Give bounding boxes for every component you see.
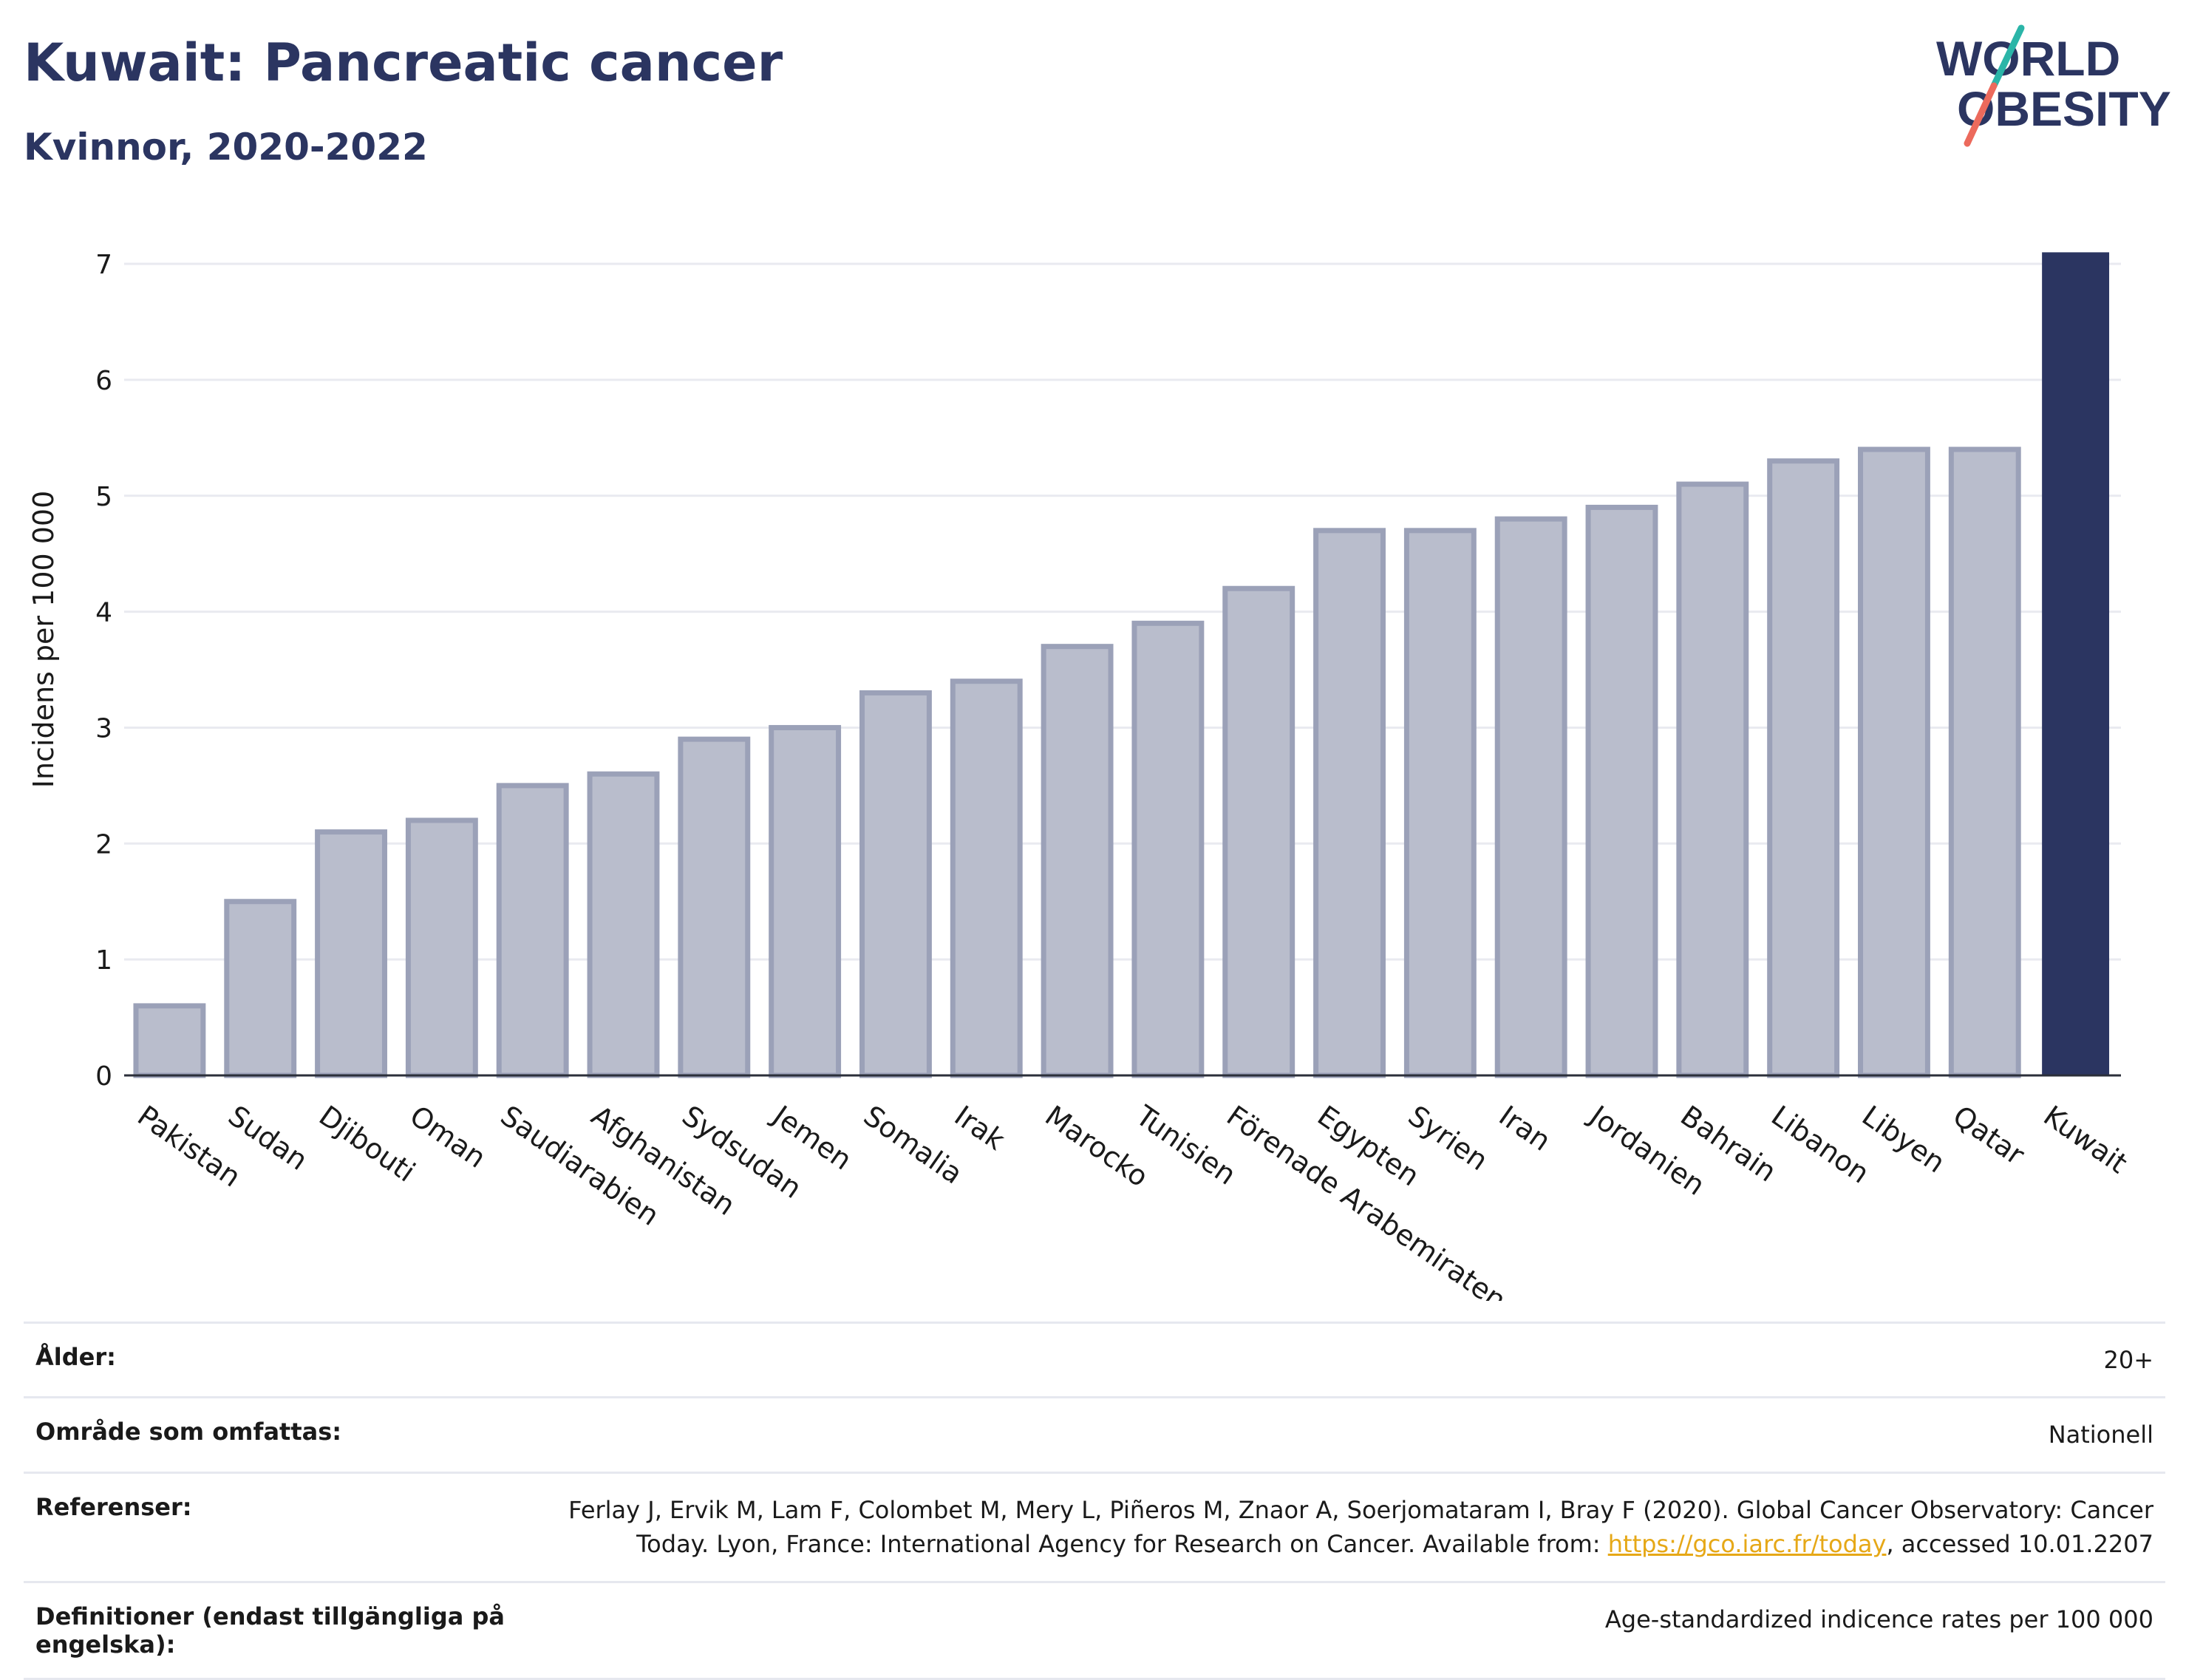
- x-tick-label: Irak: [949, 1099, 1011, 1156]
- x-tick-label: Somalia: [858, 1099, 969, 1190]
- bar-layer: [133, 252, 2110, 1078]
- bar-qatar: [1948, 446, 2021, 1078]
- reference-text: Ferlay J, Ervik M, Lam F, Colombet M, Me…: [568, 1495, 2153, 1559]
- logo-slash-teal: [1990, 24, 2025, 89]
- meta-value: Nationell: [520, 1396, 2165, 1473]
- x-tick-label: Qatar: [1947, 1099, 2031, 1171]
- meta-row-definitions: Definitioner (endast tillgängliga på eng…: [24, 1580, 2165, 1680]
- x-tick-label: Iran: [1493, 1099, 1556, 1157]
- meta-label: Referenser:: [24, 1471, 520, 1582]
- bar-sydsudan: [678, 736, 751, 1078]
- bar-pakistan: [133, 1003, 206, 1078]
- x-tick-label: Pakistan: [132, 1099, 247, 1193]
- meta-value: Ferlay J, Ervik M, Lam F, Colombet M, Me…: [520, 1471, 2165, 1582]
- meta-label: Ålder:: [24, 1321, 520, 1398]
- y-tick-label: 5: [95, 482, 112, 512]
- y-tick-label: 0: [95, 1061, 112, 1092]
- bar-syrien: [1403, 528, 1477, 1078]
- bar-kuwait: [2042, 252, 2110, 1075]
- reference-link[interactable]: https://gco.iarc.fr/today: [1607, 1530, 1887, 1559]
- meta-row-references: Referenser: Ferlay J, Ervik M, Lam F, Co…: [24, 1471, 2165, 1582]
- bar-jemen: [769, 724, 842, 1078]
- bar-saudiarabien: [496, 783, 569, 1078]
- metadata-table: Ålder: 20+ Område som omfattas: Nationel…: [24, 1321, 2165, 1680]
- bar-djibouti: [315, 829, 387, 1078]
- y-tick-label: 7: [95, 250, 112, 280]
- bar-förenade-arabemiraten: [1222, 585, 1295, 1078]
- meta-value: Age-standardized indicence rates per 100…: [520, 1580, 2165, 1680]
- bar-libanon: [1767, 458, 1840, 1078]
- bar-libyen: [1858, 446, 1930, 1078]
- world-obesity-logo: WORLD OBESITY: [1936, 24, 2171, 147]
- y-axis-title: Incidens per 100 000: [27, 491, 60, 789]
- bar-tunisien: [1131, 620, 1205, 1078]
- x-tick-label: Marocko: [1039, 1099, 1154, 1193]
- meta-value: 20+: [520, 1321, 2165, 1398]
- logo-slash-coral: [1964, 82, 1998, 147]
- y-tick-label: 1: [95, 945, 112, 976]
- bar-egypten: [1313, 528, 1386, 1078]
- y-tick-label: 3: [95, 713, 112, 744]
- logo-line-1: WORLD: [1936, 31, 2120, 86]
- bar-afghanistan: [587, 771, 660, 1078]
- bar-bahrain: [1676, 481, 1749, 1078]
- bar-sudan: [224, 899, 297, 1078]
- reference-accessed: , accessed 10.01.2207: [1886, 1530, 2153, 1559]
- x-tick-label: Saudiarabien: [494, 1099, 664, 1232]
- bar-oman: [405, 817, 478, 1078]
- chart-subtitle: Kvinnor, 2020-2022: [24, 126, 428, 169]
- meta-row-age: Ålder: 20+: [24, 1321, 2165, 1398]
- meta-label: Område som omfattas:: [24, 1396, 520, 1473]
- x-tick-label: Kuwait: [2037, 1099, 2133, 1180]
- x-tick-label: Libanon: [1766, 1099, 1876, 1189]
- bar-jordanien: [1585, 504, 1658, 1078]
- y-tick-label: 6: [95, 366, 112, 396]
- y-tick-label: 4: [95, 598, 112, 628]
- bar-somalia: [859, 690, 932, 1078]
- bar-iran: [1494, 516, 1567, 1078]
- bar-marocko: [1041, 644, 1114, 1078]
- y-tick-label: 2: [95, 829, 112, 860]
- x-tick-label: Djibouti: [313, 1099, 421, 1188]
- bar-irak: [950, 679, 1023, 1078]
- chart-title: Kuwait: Pancreatic cancer: [24, 33, 783, 93]
- meta-row-area: Område som omfattas: Nationell: [24, 1396, 2165, 1473]
- meta-label: Definitioner (endast tillgängliga på eng…: [24, 1580, 520, 1680]
